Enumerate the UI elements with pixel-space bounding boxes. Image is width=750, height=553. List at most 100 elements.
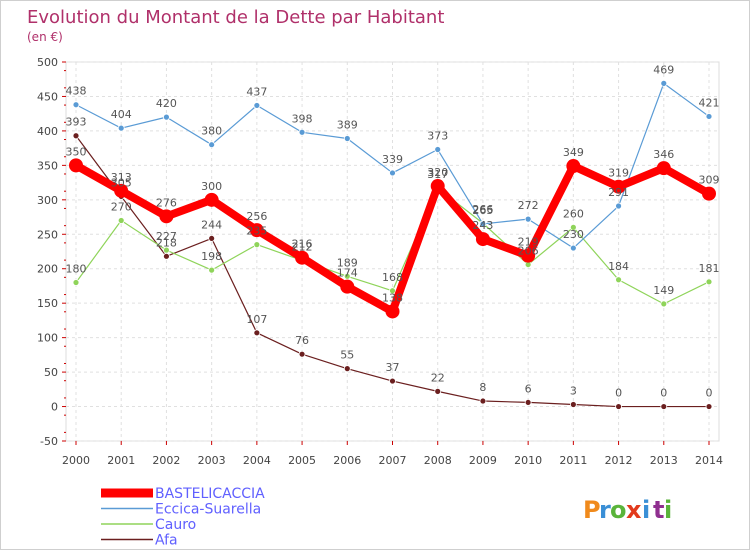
data-label: 149 (653, 284, 674, 297)
chart-title: Evolution du Montant de la Dette par Hab… (27, 7, 444, 28)
data-label: 350 (66, 145, 87, 158)
data-label: 421 (699, 96, 720, 109)
data-label: 398 (292, 112, 313, 125)
data-point (705, 278, 713, 286)
legend-label: Afa (155, 533, 178, 549)
brand-letter: r (599, 496, 611, 524)
data-point (615, 276, 622, 284)
data-label: 174 (337, 267, 358, 280)
data-point (660, 403, 668, 410)
data-point (385, 304, 400, 319)
data-point (117, 217, 125, 224)
data-label: 6 (525, 382, 532, 395)
data-point (343, 135, 351, 142)
data-label: 22 (431, 371, 445, 384)
data-point (295, 250, 310, 265)
data-point (569, 401, 577, 408)
data-point (249, 223, 264, 238)
data-point (69, 158, 83, 173)
data-label: 212 (292, 240, 313, 253)
data-point (208, 266, 216, 274)
data-point (389, 377, 396, 385)
data-label: 107 (246, 313, 267, 326)
data-label: 184 (608, 260, 629, 273)
series-eccica-suarella (72, 79, 713, 252)
data-label: 198 (201, 250, 222, 263)
data-point (479, 397, 487, 405)
x-tick-label: 2014 (695, 454, 723, 467)
y-tick-label: 400 (37, 125, 58, 138)
x-tick-label: 2009 (469, 454, 497, 467)
data-label: 305 (111, 176, 132, 189)
chart-subtitle: (en €) (27, 30, 63, 44)
data-point (521, 248, 536, 263)
data-label: 272 (518, 199, 539, 212)
data-label: 373 (427, 130, 448, 143)
data-point (204, 192, 219, 207)
data-label: 437 (246, 85, 267, 98)
data-point (114, 183, 129, 198)
data-label: 420 (156, 97, 177, 110)
data-point (253, 241, 261, 249)
x-tick-label: 2005 (288, 454, 316, 467)
x-tick-label: 2003 (198, 454, 226, 467)
brand-letter: t (653, 496, 664, 524)
brand-letter: i (642, 496, 650, 524)
data-label: 469 (653, 63, 674, 76)
data-label: 218 (156, 236, 177, 249)
y-tick-label: 0 (51, 401, 58, 414)
data-label: 380 (201, 125, 222, 138)
data-point (566, 159, 581, 174)
data-labels-layer: 3503132763002562161741383202432193493193… (66, 63, 720, 399)
brand-letter: P (583, 496, 601, 524)
legend-label: Cauro (155, 517, 196, 533)
data-label: 266 (472, 203, 493, 216)
data-point (615, 202, 622, 210)
data-point (253, 102, 261, 109)
data-point (660, 79, 668, 87)
y-tick-label: 100 (37, 332, 58, 345)
data-label: 309 (699, 174, 720, 187)
data-label: 243 (472, 219, 493, 232)
data-label: 3 (570, 384, 577, 397)
data-label: 339 (382, 153, 403, 166)
data-label: 276 (156, 196, 177, 209)
data-label: 313 (111, 171, 132, 184)
data-point (569, 244, 577, 252)
data-label: 244 (201, 218, 222, 231)
data-point (163, 246, 170, 254)
data-label: 8 (479, 381, 486, 394)
data-point (479, 220, 487, 228)
data-label: 180 (66, 263, 87, 276)
y-tick-label: 200 (37, 263, 58, 276)
legend-label: Eccica-Suarella (155, 502, 261, 518)
data-point (253, 329, 261, 337)
data-point (208, 141, 216, 149)
y-tick-label: 350 (37, 159, 58, 172)
data-point (615, 403, 622, 410)
y-tick-label: 500 (37, 56, 58, 69)
x-tick-label: 2001 (107, 454, 135, 467)
data-label: 37 (386, 361, 400, 374)
x-tick-label: 2011 (559, 454, 587, 467)
data-point (163, 113, 170, 121)
data-label: 0 (706, 387, 713, 400)
data-label: 300 (201, 180, 222, 193)
data-label: 320 (427, 166, 448, 179)
series-bastelicaccia (69, 158, 716, 319)
x-tick-label: 2002 (152, 454, 180, 467)
data-point (117, 124, 125, 132)
data-label: 206 (518, 245, 539, 258)
data-label: 216 (292, 238, 313, 251)
data-label: 235 (246, 225, 267, 238)
data-label: 168 (382, 271, 403, 284)
y-tick-label: -50 (40, 435, 58, 448)
x-tick-label: 2013 (650, 454, 678, 467)
data-label: 55 (340, 349, 354, 362)
proxiti-logo: Pr o x i t i (583, 496, 672, 524)
data-label: 319 (608, 167, 629, 180)
data-label: 438 (66, 85, 87, 98)
data-label: 230 (563, 228, 584, 241)
